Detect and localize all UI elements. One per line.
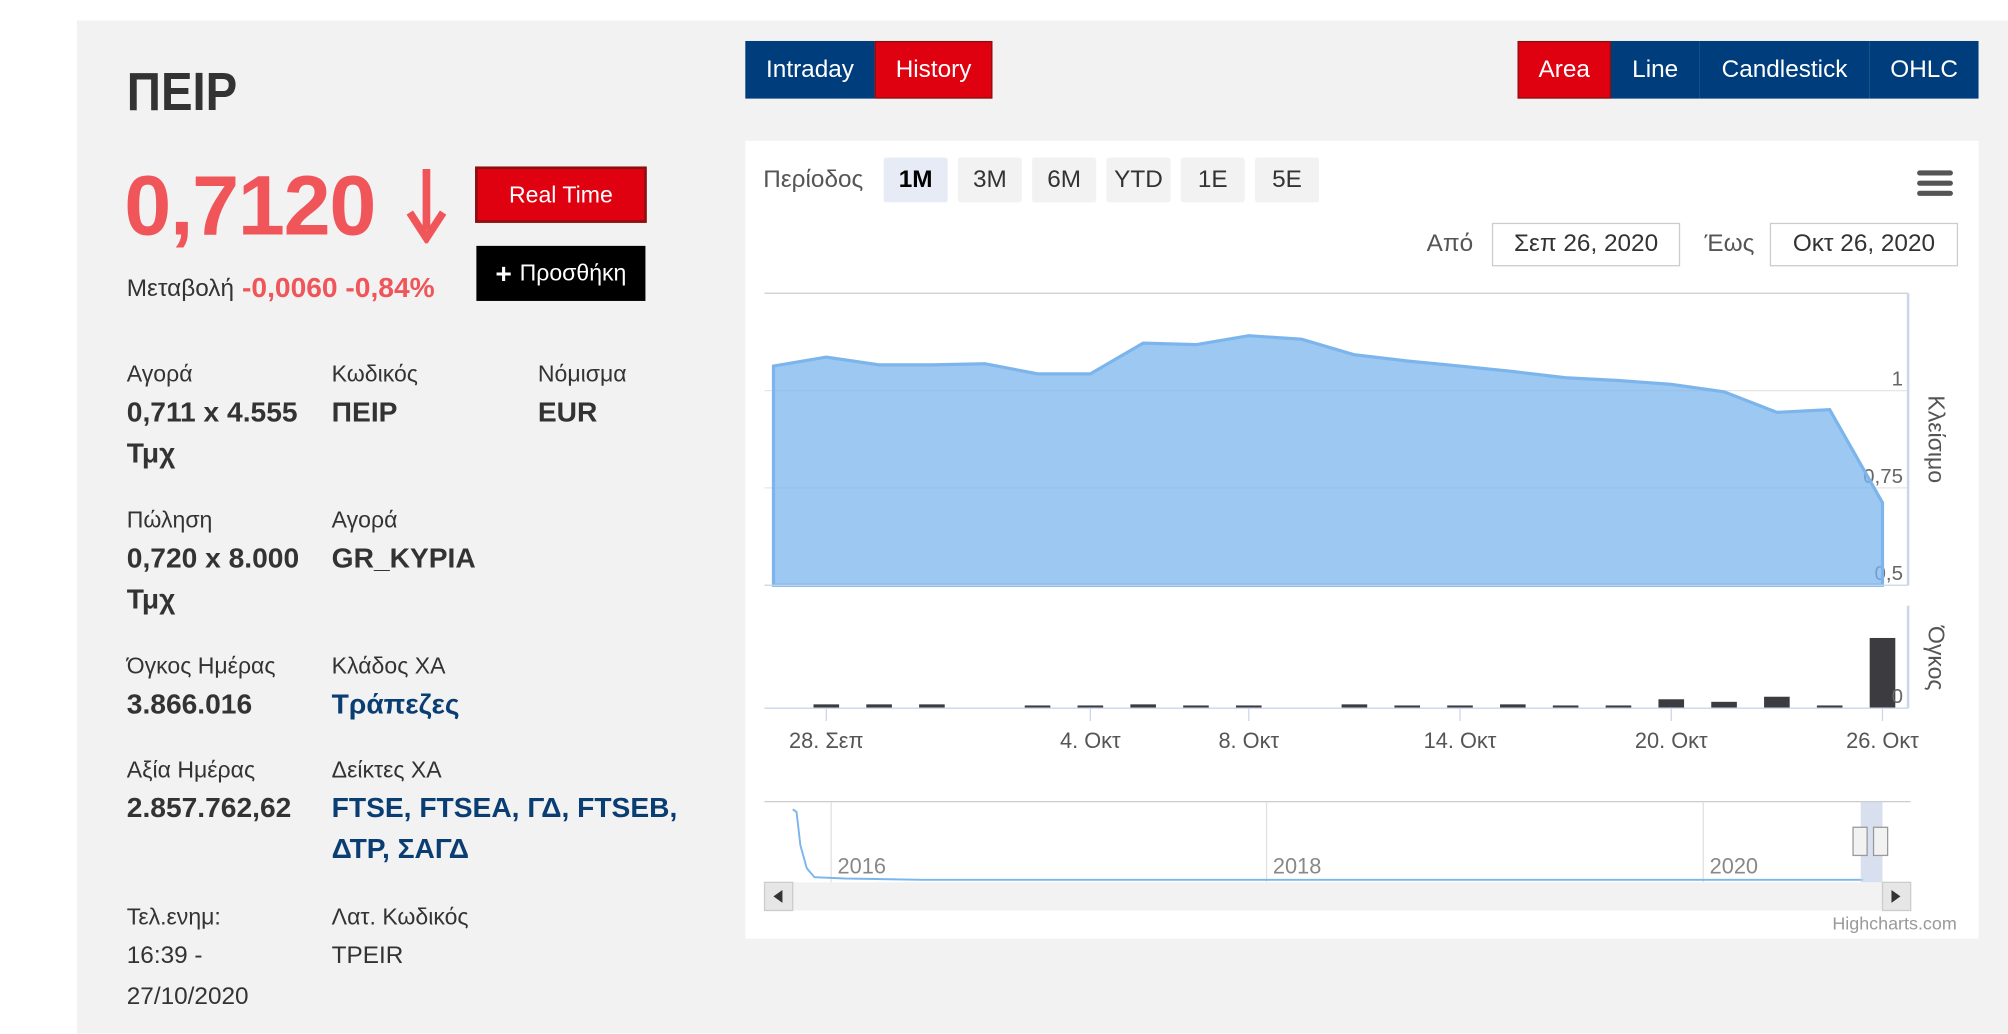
detail-value: ΠΕΙΡ bbox=[331, 395, 398, 428]
from-label: Από bbox=[1426, 230, 1474, 258]
detail-value: TPEIR bbox=[331, 942, 404, 970]
axis-title: Όγκος bbox=[1924, 625, 1950, 691]
volume-bar bbox=[1605, 705, 1632, 709]
tab[interactable]: Intraday bbox=[745, 40, 875, 99]
arrow-icon bbox=[773, 890, 783, 903]
symbol: ΠΕΙΡ bbox=[126, 61, 238, 122]
volume-bar bbox=[1711, 701, 1737, 709]
chart-type-button[interactable]: Area bbox=[1517, 40, 1612, 99]
detail-value: EUR bbox=[537, 395, 598, 428]
detail-label: Αγορά bbox=[331, 507, 398, 533]
period-button[interactable]: 1M bbox=[883, 157, 948, 203]
volume-bar bbox=[1552, 705, 1579, 709]
detail-value: 0,720 x 8.000 Τμχ bbox=[126, 541, 300, 615]
to-input[interactable]: Οκτ 26, 2020 bbox=[1769, 222, 1959, 267]
detail-label: Όγκος Ημέρας bbox=[126, 653, 276, 679]
x-tick-label: 8. Οκτ bbox=[1218, 728, 1279, 753]
volume-bar bbox=[1500, 704, 1526, 709]
navigator-label: 2018 bbox=[1273, 853, 1321, 878]
period-button[interactable]: 6M bbox=[1032, 157, 1097, 203]
add-button[interactable]: + Προσθήκη bbox=[476, 245, 646, 301]
area bbox=[771, 334, 1885, 587]
y-tick-label: 1 bbox=[1892, 367, 1903, 390]
volume-bar bbox=[1183, 705, 1209, 709]
x-tick-label: 14. Οκτ bbox=[1424, 728, 1497, 753]
volume-bar bbox=[1077, 705, 1104, 709]
period-button[interactable]: 3M bbox=[957, 157, 1022, 203]
detail-label: Λατ. Κωδικός bbox=[331, 904, 469, 930]
x-tick-label: 28. Σεπ bbox=[789, 728, 863, 753]
sector-link[interactable]: Τράπεζες bbox=[331, 687, 460, 720]
navigator-handle[interactable] bbox=[1872, 826, 1889, 857]
period-label: Περίοδος bbox=[763, 166, 864, 194]
detail-label: Πώληση bbox=[126, 507, 213, 533]
x-tick-label: 4. Οκτ bbox=[1060, 728, 1121, 753]
navigator-selection bbox=[1860, 801, 1883, 883]
scrollbar[interactable] bbox=[764, 882, 1911, 911]
navigator-series bbox=[792, 808, 1864, 881]
menu-icon[interactable] bbox=[1917, 168, 1955, 199]
detail-label: Αξία Ημέρας bbox=[126, 756, 256, 783]
add-label: Προσθήκη bbox=[519, 259, 627, 286]
chart-type-button[interactable]: Line bbox=[1611, 40, 1700, 99]
volume-bar bbox=[1024, 705, 1051, 709]
tab[interactable]: History bbox=[874, 40, 993, 99]
volume-bar bbox=[1235, 705, 1262, 709]
volume-bar bbox=[866, 704, 892, 709]
volume-bar bbox=[1658, 699, 1685, 709]
navigator: 2016 2018 2020 bbox=[763, 801, 1912, 912]
navigator-label: 2016 bbox=[838, 853, 886, 878]
down-arrow bbox=[406, 169, 447, 244]
to-label: Έως bbox=[1704, 230, 1755, 258]
index-links[interactable]: FTSE, FTSEA, ΓΔ, FTSEB, ΔΤΡ, ΣΑΓΔ bbox=[331, 791, 678, 865]
navigator-handle[interactable] bbox=[1852, 826, 1868, 857]
volume-bar bbox=[1816, 705, 1843, 709]
detail-value: 0,711 x 4.555 Τμχ bbox=[126, 395, 298, 469]
y2-tick-label: 0 bbox=[1892, 685, 1903, 708]
volume-bar bbox=[1764, 696, 1790, 709]
chart-type-button[interactable]: OHLC bbox=[1869, 40, 1979, 99]
detail-label: Δείκτες ΧΑ bbox=[331, 756, 442, 783]
real-time-button[interactable]: Real Time bbox=[475, 166, 647, 223]
credits[interactable]: Highcharts.com bbox=[1832, 914, 1956, 934]
volume-bar bbox=[1341, 704, 1368, 709]
change: -0,0060 -0,84% bbox=[242, 271, 435, 304]
change-label: Μεταβολή bbox=[126, 275, 234, 303]
period-button[interactable]: 5E bbox=[1254, 157, 1320, 203]
volume-bar bbox=[1394, 705, 1421, 709]
detail-label: Νόμισμα bbox=[537, 361, 627, 387]
y-tick-label: 0,75 bbox=[1863, 465, 1903, 488]
arrow-icon bbox=[1891, 890, 1901, 903]
volume-bar bbox=[1869, 637, 1896, 709]
detail-label: Τελ.ενημ: bbox=[126, 904, 221, 930]
detail-value: 3.866.016 bbox=[126, 687, 253, 720]
detail-value: 16:39 - 27/10/2020 bbox=[126, 942, 249, 1011]
volume-bar bbox=[919, 704, 945, 709]
detail-label: Κλάδος ΧΑ bbox=[331, 653, 446, 679]
detail-label: Αγορά bbox=[126, 361, 193, 387]
x-tick-label: 26. Οκτ bbox=[1846, 728, 1919, 753]
x-tick-label: 20. Οκτ bbox=[1635, 728, 1708, 753]
chart-type-button[interactable]: Candlestick bbox=[1699, 40, 1870, 99]
period-button[interactable]: 1E bbox=[1180, 157, 1245, 203]
detail-value: GR_ΚΥΡΙΑ bbox=[331, 541, 476, 574]
detail-value: 2.857.762,62 bbox=[126, 791, 292, 824]
volume-bar bbox=[1130, 704, 1156, 709]
period-button[interactable]: YTD bbox=[1106, 157, 1171, 203]
from-input[interactable]: Σεπ 26, 2020 bbox=[1491, 222, 1681, 267]
axis-title: Κλείσιμο bbox=[1924, 395, 1950, 483]
volume-bar bbox=[813, 704, 840, 709]
detail-label: Κωδικός bbox=[331, 361, 418, 387]
price: 0,7120 bbox=[124, 157, 376, 253]
volume-bar bbox=[1447, 705, 1473, 709]
navigator-label: 2020 bbox=[1710, 853, 1758, 878]
